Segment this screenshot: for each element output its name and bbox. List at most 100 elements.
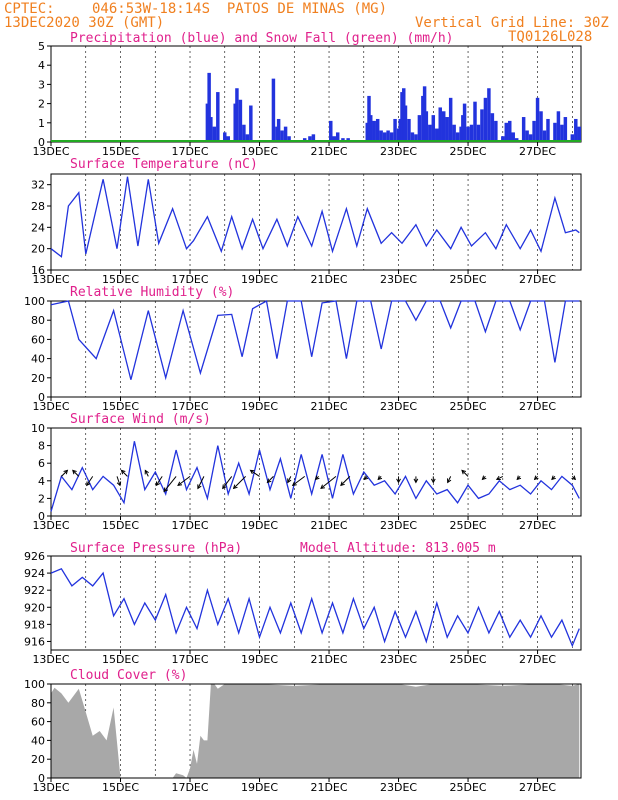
wind-arrowhead	[155, 481, 161, 487]
x-tick-label: 23DEC	[380, 781, 417, 794]
panel-rh: 0 20 40 60 80 100 13DEC 15DEC 17DEC 19DEC 21DEC 23D…	[24, 285, 582, 413]
wind-arrowhead	[447, 478, 452, 484]
series-line	[50, 176, 580, 258]
wind-arrowhead	[551, 475, 556, 481]
wind-arrowhead	[163, 487, 168, 493]
wind-arrow	[144, 470, 149, 477]
x-tick-label: 17DEC	[171, 653, 208, 666]
precip-bar	[480, 109, 484, 142]
precip-bar	[535, 97, 540, 142]
y-tick-label: 924	[24, 567, 45, 580]
x-tick-label: 23DEC	[380, 273, 417, 286]
precip-bar	[574, 118, 578, 142]
precip-bar	[508, 120, 512, 142]
precip-bar	[235, 88, 239, 142]
precip-bar	[410, 132, 415, 142]
precip-bar	[445, 117, 449, 142]
x-tick-label: 25DEC	[449, 400, 486, 413]
precip-bar	[556, 111, 561, 142]
precip-bar	[511, 132, 515, 142]
precip-bar	[205, 103, 210, 142]
wind-arrow	[496, 475, 504, 480]
precip-bar	[452, 124, 456, 142]
y-tick-label: 0	[38, 391, 45, 404]
wind-arrowhead	[413, 478, 419, 484]
precip-bar	[212, 126, 217, 142]
y-tick-label: 2	[38, 98, 45, 111]
x-tick-label: 27DEC	[519, 273, 556, 286]
y-tick-label: 40	[31, 734, 45, 747]
x-tick-label: 19DEC	[241, 653, 278, 666]
precip-bar	[369, 115, 373, 142]
precip-bar	[280, 130, 284, 142]
wind-arrow	[155, 476, 163, 486]
wind-arrowhead	[314, 475, 320, 481]
y-tick-label: 0	[38, 772, 45, 785]
header-source: CPTEC:	[4, 1, 55, 17]
header-run: 13DEC2020 30Z (GMT)	[4, 15, 165, 31]
wind-arrowhead	[516, 475, 522, 481]
wind-arrow	[447, 476, 452, 483]
series-line	[50, 567, 580, 648]
precip-bar	[242, 124, 246, 142]
y-tick-label: 5	[38, 40, 45, 53]
x-tick-label: 19DEC	[241, 781, 278, 794]
x-tick-label: 25DEC	[449, 145, 486, 158]
wind-arrowhead	[249, 469, 255, 475]
precip-bar	[542, 130, 547, 142]
panel-title: Cloud Cover (%)	[70, 668, 187, 683]
wind-arrowhead	[495, 475, 501, 480]
x-tick-label: 21DEC	[310, 519, 347, 532]
y-tick-label: 80	[31, 314, 45, 327]
x-tick-label: 15DEC	[102, 400, 139, 413]
wind-arrow	[121, 470, 128, 477]
y-tick-label: 10	[31, 422, 45, 435]
precip-bar	[403, 105, 408, 142]
precip-bar	[379, 130, 383, 142]
wind-arrow	[86, 476, 94, 486]
panel-frame	[50, 555, 582, 651]
precip-bar	[462, 103, 467, 142]
x-tick-label: 17DEC	[171, 519, 208, 532]
y-tick-label: 920	[24, 601, 45, 614]
wind-arrowhead	[571, 475, 577, 481]
x-tick-label: 27DEC	[519, 400, 556, 413]
panel-precip: 0 1 2 3 4 5 13DEC 15DEC 17DEC 19DEC 21DEC 23DEC 25DE…	[32, 31, 582, 158]
y-tick-label: 24	[31, 221, 45, 234]
precip-bar	[428, 124, 432, 142]
wind-arrow	[250, 469, 260, 477]
precip-bar	[249, 105, 253, 142]
x-tick-label: 13DEC	[32, 400, 69, 413]
wind-arrowhead	[266, 478, 272, 484]
y-tick-label: 60	[31, 716, 45, 729]
precip-bar	[216, 92, 220, 142]
x-tick-label: 27DEC	[519, 781, 556, 794]
series-line	[50, 441, 580, 512]
precip-bar	[393, 118, 397, 142]
precip-bar	[577, 126, 581, 142]
y-tick-label: 100	[24, 678, 45, 691]
x-tick-label: 21DEC	[310, 145, 347, 158]
x-tick-label: 15DEC	[102, 653, 139, 666]
panel-frame	[50, 173, 582, 271]
wind-arrow	[340, 476, 351, 486]
y-tick-label: 926	[24, 550, 45, 563]
precip-bar	[546, 118, 550, 142]
precip-bar	[448, 97, 453, 142]
x-tick-label: 13DEC	[32, 519, 69, 532]
x-tick-label: 23DEC	[380, 400, 417, 413]
precip-bar	[553, 122, 557, 142]
precip-bar	[441, 111, 446, 142]
y-tick-label: 922	[24, 584, 45, 597]
header-model: TQ0126L028	[508, 29, 593, 45]
precip-bar	[329, 120, 333, 142]
y-tick-label: 28	[31, 200, 45, 213]
header-grid-note: Vertical Grid Line: 30Z	[415, 15, 609, 31]
precip-bar	[490, 113, 495, 142]
panel-temp: 16 20 24 28 32 13DEC 15DEC 17DEC 19DEC 21DEC 23DEC…	[31, 157, 582, 286]
x-tick-label: 27DEC	[519, 519, 556, 532]
wind-arrow	[267, 476, 274, 483]
x-tick-label: 23DEC	[380, 145, 417, 158]
wind-arrowhead	[430, 478, 436, 484]
